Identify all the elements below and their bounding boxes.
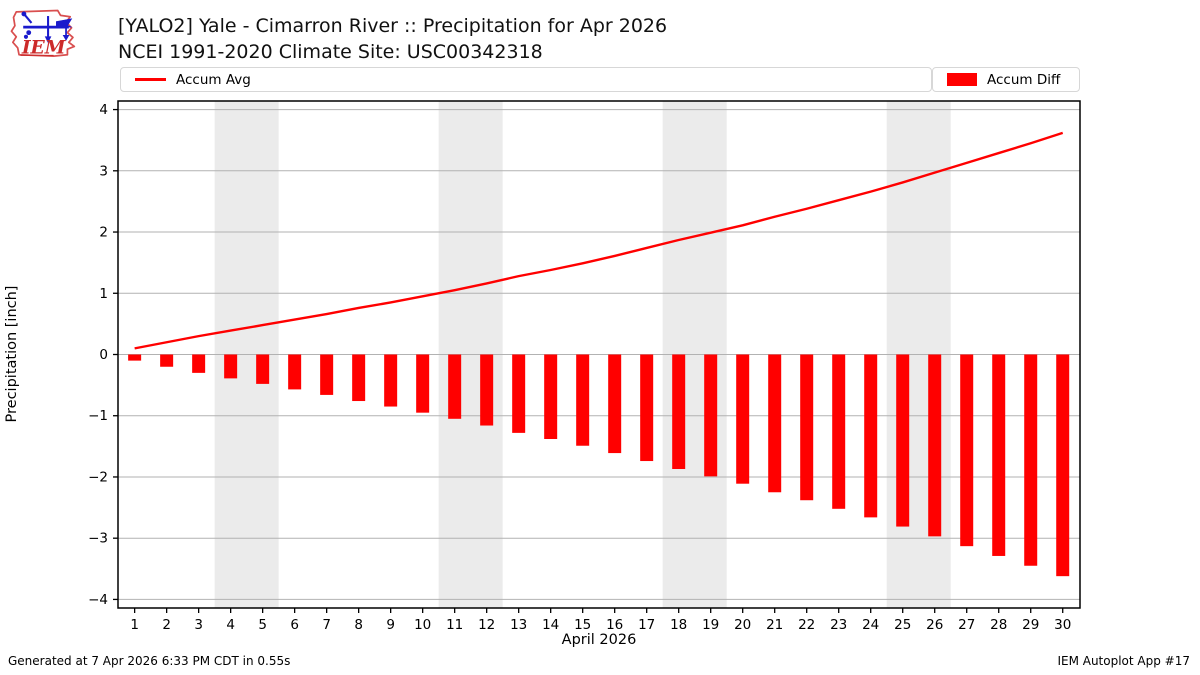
x-tick-label: 15 (574, 617, 591, 633)
iem-logo-text: IEM (21, 36, 67, 58)
accum-diff-bar (320, 354, 334, 395)
y-tick-label: −2 (88, 469, 108, 485)
x-tick-label: 17 (638, 617, 655, 633)
y-tick-label: 2 (99, 225, 108, 241)
legend: Accum Avg Accum Diff (120, 67, 1080, 94)
accum-diff-bar (480, 354, 494, 426)
x-tick-label: 29 (1022, 617, 1039, 633)
x-tick-label: 5 (258, 617, 267, 633)
x-tick-label: 12 (478, 617, 495, 633)
x-tick-label: 20 (734, 617, 751, 633)
legend-label-accum-avg: Accum Avg (176, 71, 251, 88)
y-axis-title: Precipitation [inch] (4, 285, 20, 423)
legend-item-accum-diff: Accum Diff (932, 67, 1080, 92)
accum-diff-bar (1056, 354, 1070, 577)
accum-diff-bar (160, 354, 174, 367)
x-tick-label: 23 (830, 617, 847, 633)
x-tick-label: 24 (862, 617, 879, 633)
x-tick-label: 10 (414, 617, 431, 633)
accum-diff-bar (512, 354, 526, 433)
y-tick-label: 1 (99, 286, 108, 302)
x-tick-label: 9 (386, 617, 395, 633)
accum-diff-bar (576, 354, 590, 446)
y-tick-label: 4 (99, 102, 108, 118)
x-tick-label: 8 (354, 617, 363, 633)
x-tick-label: 16 (606, 617, 623, 633)
y-tick-label: 3 (99, 163, 108, 179)
x-tick-label: 21 (766, 617, 783, 633)
accum-diff-bar (256, 354, 270, 384)
x-tick-label: 3 (194, 617, 203, 633)
x-tick-label: 19 (702, 617, 719, 633)
accum-diff-bar (384, 354, 398, 407)
accum-diff-bar (544, 354, 558, 439)
accum-diff-bar-swatch-icon (947, 73, 977, 86)
accum-diff-bar (832, 354, 846, 509)
x-axis-title: April 2026 (561, 632, 637, 648)
accum-diff-bar (896, 354, 910, 527)
accum-diff-bar (768, 354, 782, 493)
x-tick-label: 22 (798, 617, 815, 633)
x-tick-label: 26 (926, 617, 943, 633)
y-tick-label: −4 (88, 592, 108, 608)
accum-diff-bar (128, 354, 142, 361)
legend-item-accum-avg: Accum Avg (120, 67, 932, 92)
legend-label-accum-diff: Accum Diff (987, 71, 1061, 88)
accum-diff-bar (992, 354, 1006, 556)
y-tick-label: −3 (88, 531, 108, 547)
accum-diff-bar (416, 354, 430, 413)
accum-diff-bar (448, 354, 462, 419)
x-tick-label: 13 (510, 617, 527, 633)
x-tick-label: 1 (130, 617, 139, 633)
x-tick-label: 14 (542, 617, 559, 633)
accum-diff-bar (672, 354, 686, 470)
chart-subtitle: NCEI 1991-2020 Climate Site: USC00342318 (118, 41, 543, 63)
x-tick-label: 30 (1054, 617, 1071, 633)
weather-vane-icon (21, 11, 73, 44)
accum-diff-bar (288, 354, 302, 390)
x-tick-label: 25 (894, 617, 911, 633)
x-tick-label: 6 (290, 617, 299, 633)
accum-diff-bar (704, 354, 718, 477)
x-tick-label: 27 (958, 617, 975, 633)
accum-diff-bar (928, 354, 942, 537)
accum-diff-bar (1024, 354, 1038, 566)
accum-diff-bar (800, 354, 814, 501)
accum-diff-bar (608, 354, 622, 454)
generated-timestamp: Generated at 7 Apr 2026 6:33 PM CDT in 0… (8, 654, 291, 668)
x-tick-label: 18 (670, 617, 687, 633)
x-tick-label: 4 (226, 617, 235, 633)
y-tick-label: −1 (88, 408, 108, 424)
y-tick-label: 0 (99, 347, 108, 363)
accum-diff-bar (960, 354, 974, 547)
accum-avg-line-swatch-icon (135, 78, 166, 81)
x-tick-label: 2 (162, 617, 171, 633)
accum-avg-line (134, 131, 1064, 350)
accum-diff-bar (192, 354, 206, 373)
iem-logo: IEM (10, 9, 76, 58)
x-tick-label: 7 (322, 617, 331, 633)
accum-diff-bar (736, 354, 750, 484)
accum-diff-bar (864, 354, 878, 518)
accum-diff-bar (640, 354, 654, 462)
app-credit: IEM Autoplot App #17 (1057, 654, 1190, 668)
chart-title: [YALO2] Yale - Cimarron River :: Precipi… (118, 15, 668, 37)
accum-diff-bar (224, 354, 238, 379)
x-tick-label: 28 (990, 617, 1007, 633)
x-tick-label: 11 (446, 617, 463, 633)
chart-title-block: [YALO2] Yale - Cimarron River :: Precipi… (118, 13, 667, 65)
accum-diff-bar (352, 354, 366, 402)
